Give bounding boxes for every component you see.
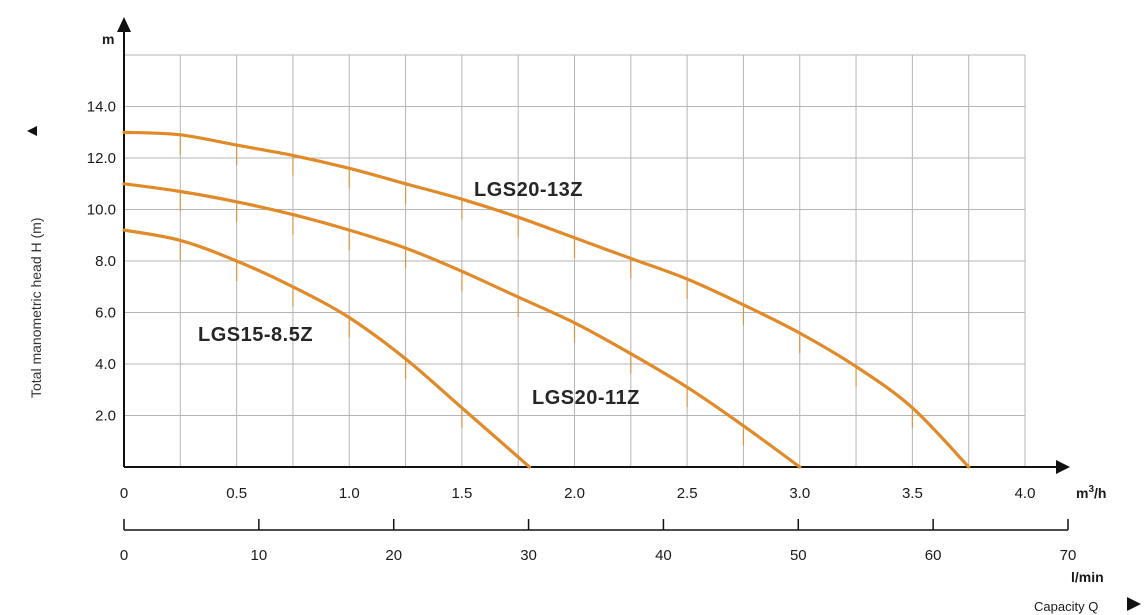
y-tick-labels: 2.0 4.0 6.0 8.0 10.0 12.0 14.0 <box>87 99 116 425</box>
x2-tick-label: 50 <box>790 547 807 564</box>
x-tick-labels: 0 0.5 1.0 1.5 2.0 2.5 3.0 3.5 4.0 <box>120 485 1036 502</box>
y-tick-label: 2.0 <box>95 408 116 425</box>
y-axis-title-group: Total manometric head H (m) <box>27 126 44 398</box>
x2-tick-label: 10 <box>251 547 268 564</box>
y-tick-label: 12.0 <box>87 150 116 167</box>
secondary-x-axis <box>123 519 1069 531</box>
x2-tick-labels: 0 10 20 30 40 50 60 70 <box>120 547 1077 564</box>
x-axis-title-arrow-icon <box>1127 597 1141 611</box>
performance-curves <box>122 130 971 469</box>
x-axis-title: Capacity Q <box>1034 599 1098 614</box>
x-tick-label: 3.0 <box>789 485 810 502</box>
x-tick-label: 4.0 <box>1015 485 1036 502</box>
x2-tick-label: 70 <box>1060 547 1077 564</box>
x-tick-label: 0.5 <box>226 485 247 502</box>
y-axis-title-arrow-icon <box>27 126 37 136</box>
y-axis-arrow-icon <box>117 17 131 32</box>
y-tick-label: 14.0 <box>87 99 116 116</box>
x2-tick-label: 60 <box>925 547 942 564</box>
y-tick-label: 6.0 <box>95 305 116 322</box>
y-axis-title: Total manometric head H (m) <box>28 217 44 398</box>
x2-tick-label: 0 <box>120 547 128 564</box>
y-tick-label: 10.0 <box>87 202 116 219</box>
y-unit-label: m <box>102 31 114 47</box>
curve-lgs15-8.5z <box>122 228 532 469</box>
x-unit-label-primary: m3/h <box>1076 484 1106 501</box>
x-tick-label: 1.5 <box>451 485 472 502</box>
curve-lgs20-13z <box>122 130 971 469</box>
x-unit-label-secondary: l/min <box>1071 569 1104 585</box>
x-tick-label: 2.5 <box>677 485 698 502</box>
x2-tick-label: 40 <box>655 547 672 564</box>
x-tick-label: 3.5 <box>902 485 923 502</box>
y-tick-label: 4.0 <box>95 356 116 373</box>
series-labels: LGS20-13Z LGS20-11Z LGS15-8.5Z <box>198 179 640 409</box>
x-tick-label: 1.0 <box>339 485 360 502</box>
series-label-lgs20-13z: LGS20-13Z <box>474 179 583 201</box>
y-tick-label: 8.0 <box>95 253 116 270</box>
series-label-lgs15-8.5z: LGS15-8.5Z <box>198 324 313 346</box>
x-tick-label: 0 <box>120 485 128 502</box>
axes <box>117 17 1070 474</box>
x-axis-arrow-icon <box>1056 460 1070 474</box>
curve-lgs20-11z <box>122 182 802 469</box>
series-label-lgs20-11z: LGS20-11Z <box>532 387 640 409</box>
x2-tick-label: 20 <box>385 547 402 564</box>
x2-tick-label: 30 <box>520 547 537 564</box>
x-tick-label: 2.0 <box>564 485 585 502</box>
